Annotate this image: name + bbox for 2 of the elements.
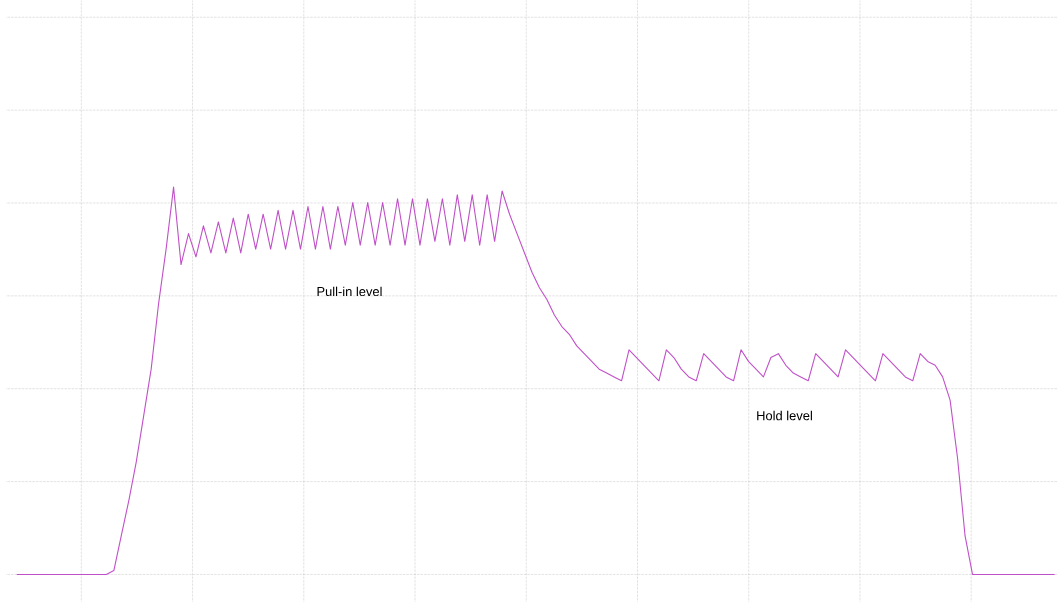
annotation: Pull-in level: [317, 286, 382, 297]
annotation: Hold level: [757, 410, 812, 421]
